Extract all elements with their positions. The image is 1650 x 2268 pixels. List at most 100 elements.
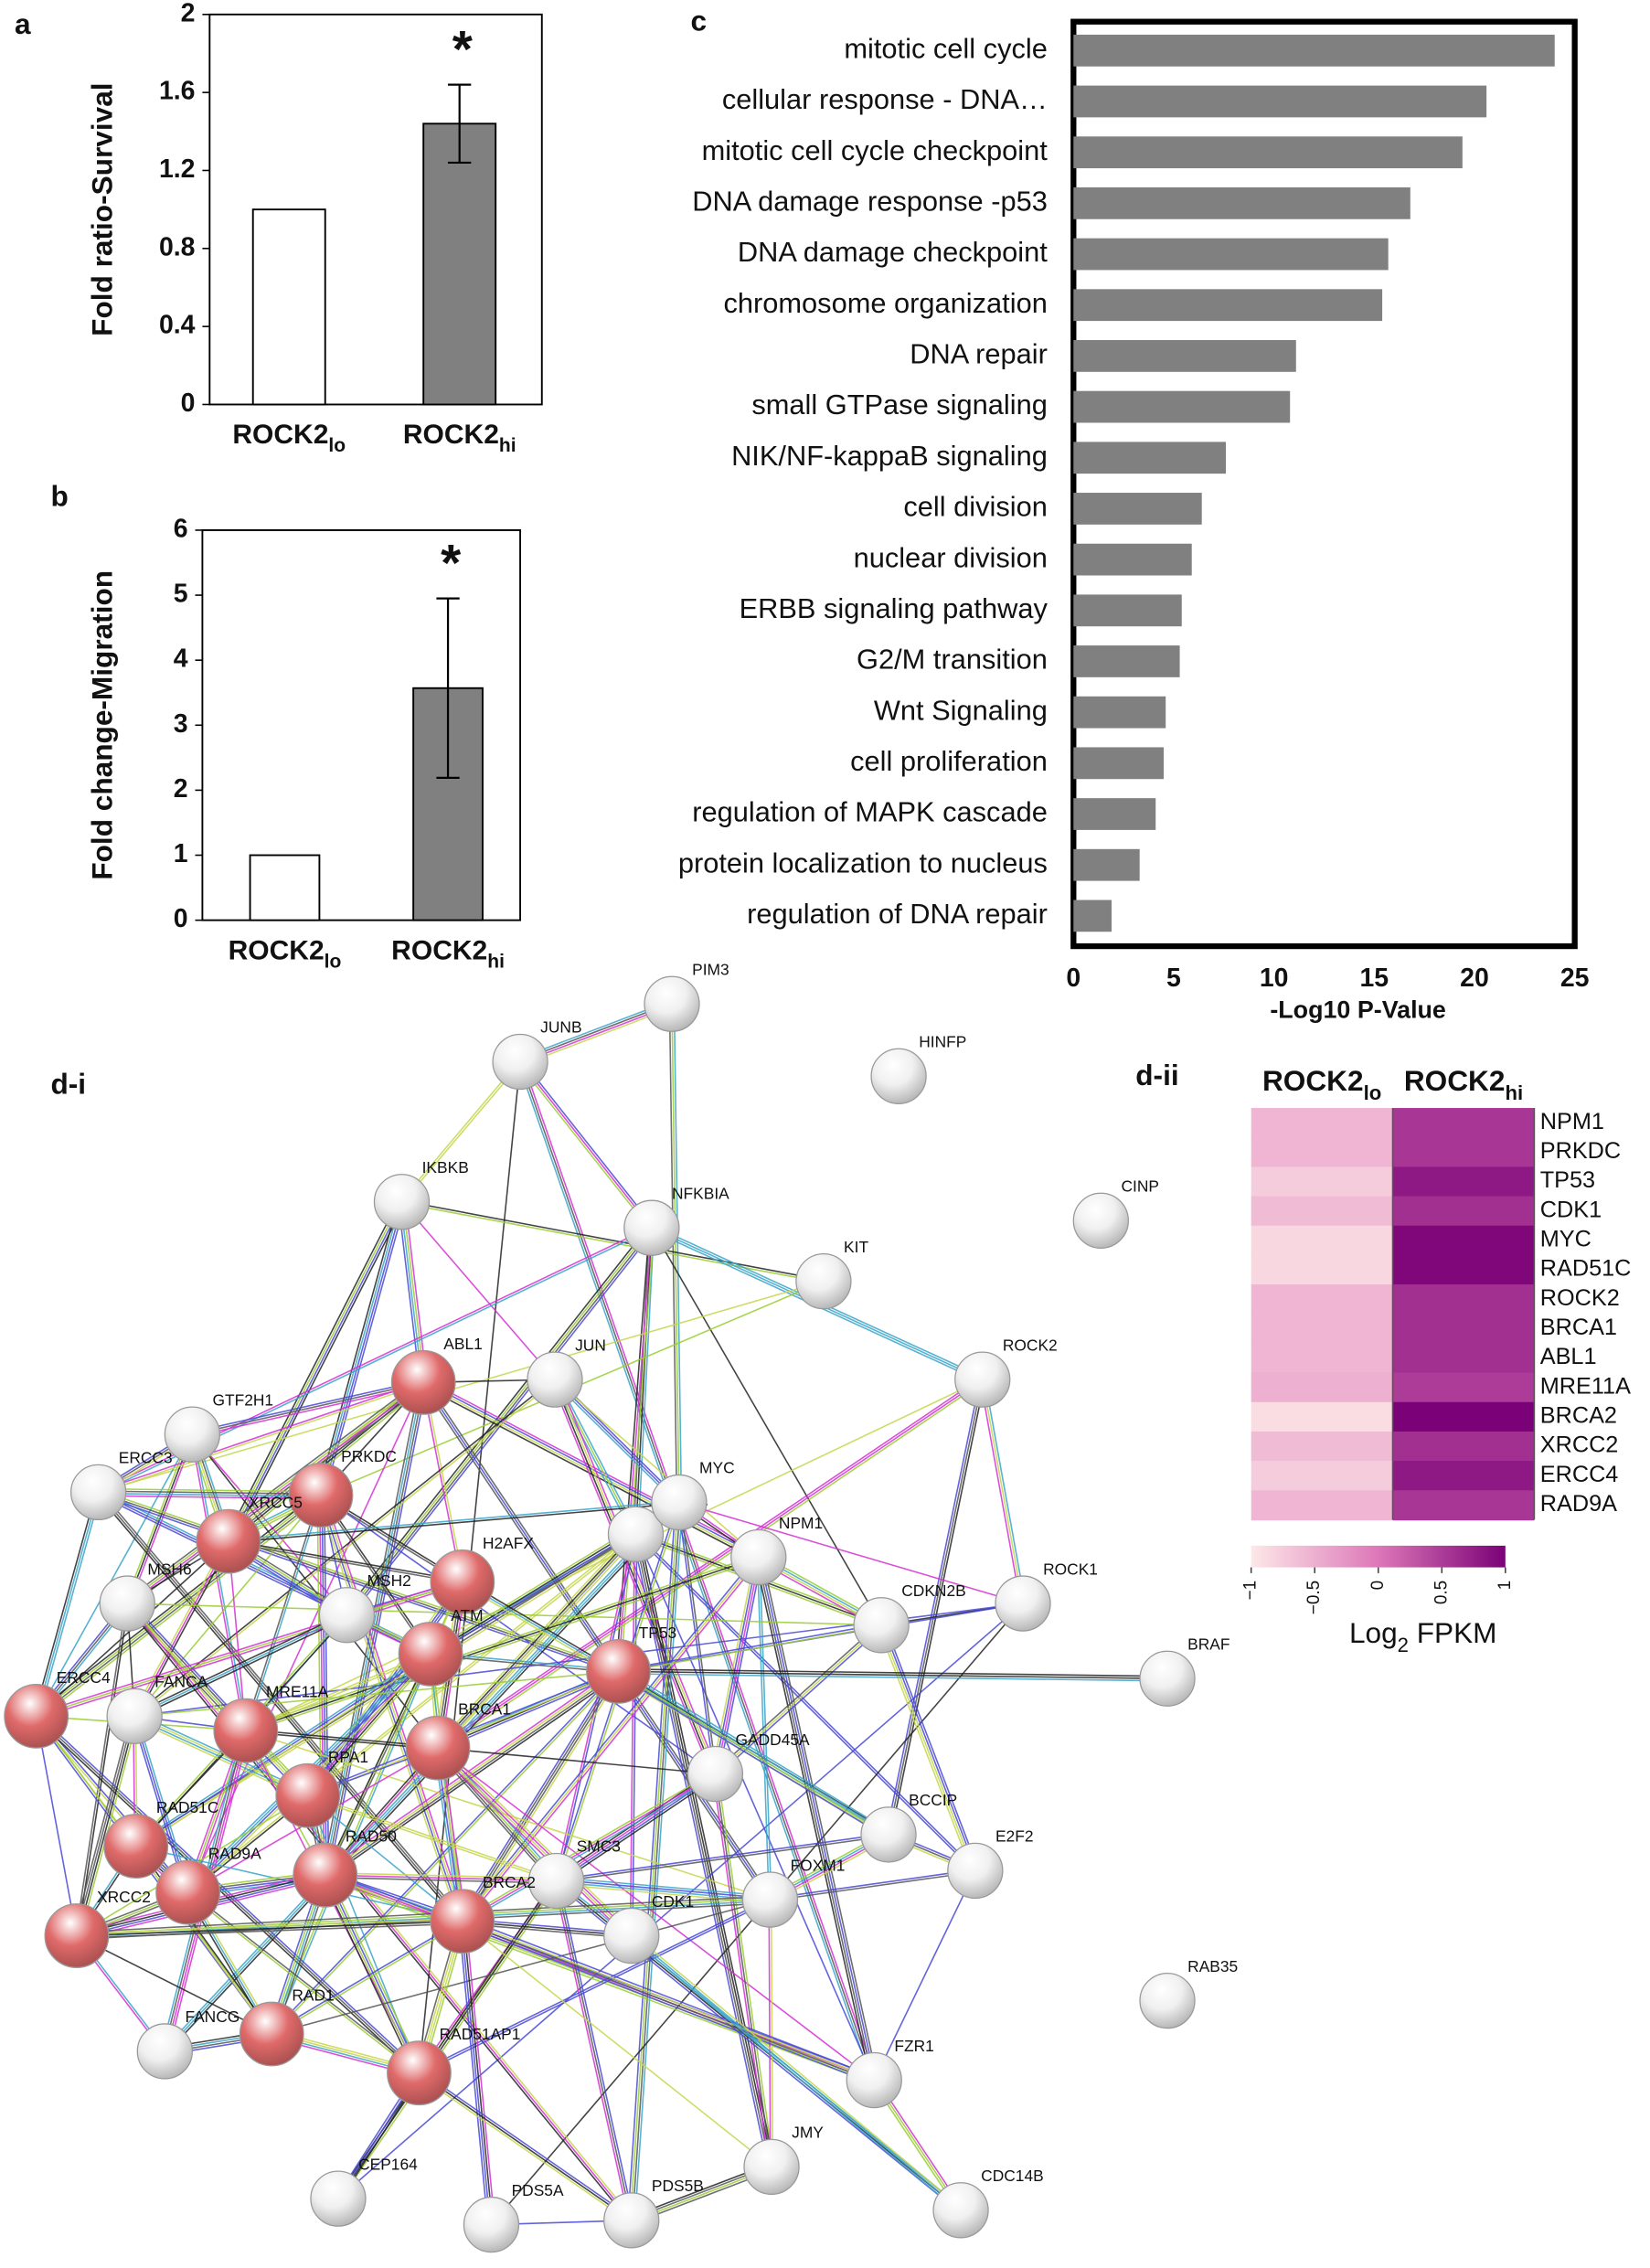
- category-label: chromosome organization: [723, 287, 1047, 319]
- network-node: [373, 1174, 431, 1230]
- y-tick-label: 5: [174, 580, 188, 609]
- edge: [324, 1877, 874, 2084]
- edge: [633, 1534, 772, 2167]
- x-tick-label: ROCK2lo: [232, 420, 346, 456]
- colorbar-tick-label: 1: [1496, 1581, 1515, 1591]
- x-tick-label: 15: [1359, 964, 1389, 993]
- heatmap-cell: [1251, 1343, 1393, 1374]
- edge: [99, 1490, 465, 1921]
- network-node: [4, 1683, 69, 1749]
- edge: [401, 1202, 824, 1283]
- edge: [35, 1492, 100, 1717]
- x-tick-label: 0: [1066, 964, 1080, 993]
- node-label: MYC: [699, 1459, 735, 1477]
- edge: [555, 1880, 633, 2221]
- edge: [417, 2074, 631, 2223]
- bar: [1073, 798, 1156, 830]
- edge: [883, 1624, 980, 1870]
- network-node: [586, 1638, 651, 1704]
- heatmap-cell: [1251, 1401, 1393, 1432]
- network-node: [795, 1253, 852, 1310]
- network-node: [213, 1698, 279, 1763]
- network-node: [846, 2051, 902, 2109]
- category-label: cell division: [903, 491, 1047, 523]
- x-tick-label: 20: [1460, 964, 1489, 993]
- node-label: BRCA2: [483, 1873, 536, 1891]
- edge: [438, 1746, 633, 1936]
- edge: [133, 1378, 555, 1716]
- edge: [228, 1502, 680, 1544]
- y-tick-label: 0.4: [159, 311, 196, 340]
- edge: [555, 1772, 716, 1881]
- category-label: NIK/NF-kappaB signaling: [731, 440, 1048, 472]
- edge: [192, 1381, 424, 1435]
- edge: [460, 1555, 758, 1921]
- edge: [979, 1379, 1022, 1604]
- node-label: GTF2H1: [212, 1390, 273, 1409]
- node-label: MSH2: [367, 1571, 411, 1590]
- edge: [519, 1061, 875, 2081]
- edge: [327, 1873, 423, 2072]
- heatmap-cell: [1251, 1372, 1393, 1403]
- edge: [76, 1920, 463, 1937]
- network-node: [103, 1814, 169, 1879]
- edge: [36, 1495, 323, 1718]
- x-tick-label: ROCK2lo: [229, 935, 342, 972]
- edge: [556, 1378, 639, 1534]
- edge: [437, 1747, 875, 2082]
- node-label: JMY: [792, 2124, 824, 2142]
- edge: [96, 1493, 462, 1923]
- edge: [186, 1892, 420, 2075]
- edge: [462, 1921, 772, 2168]
- network-node: [463, 2196, 520, 2253]
- edge: [319, 1495, 463, 1922]
- node-label: ERCC4: [57, 1668, 111, 1687]
- edge: [438, 1380, 985, 1751]
- edge: [98, 1490, 322, 1496]
- edge: [617, 1671, 889, 1837]
- edge: [307, 1795, 557, 1883]
- edge: [224, 1199, 399, 1540]
- edge: [717, 1773, 775, 2167]
- heatmap-cell: [1392, 1343, 1535, 1374]
- category-label: small GTPase signaling: [751, 389, 1048, 421]
- edge: [715, 1557, 761, 1774]
- edge: [191, 1379, 423, 1433]
- edge: [324, 1669, 619, 1875]
- edge: [618, 1673, 1167, 1682]
- network-node: [430, 1889, 495, 1954]
- node-label: SMC3: [577, 1837, 621, 1856]
- node-label: RPA1: [328, 1748, 368, 1766]
- edge: [325, 1874, 557, 1882]
- network-node: [1139, 1650, 1196, 1707]
- node-label: PRKDC: [341, 1447, 397, 1465]
- edge: [72, 1715, 133, 1935]
- network-node: [870, 1048, 927, 1104]
- node-label: FANCG: [185, 2007, 240, 2026]
- bar: [422, 122, 497, 406]
- bar: [1073, 238, 1389, 271]
- category-label: DNA damage response -p53: [692, 185, 1048, 217]
- edge: [76, 1922, 463, 1939]
- edge: [316, 1496, 461, 1923]
- network-node: [607, 1506, 665, 1562]
- heatmap-cell: [1251, 1108, 1393, 1139]
- edge: [618, 1668, 1168, 1677]
- bar: [1073, 493, 1202, 525]
- edge: [135, 1653, 431, 1847]
- edge: [270, 1669, 619, 2034]
- edge: [124, 1379, 422, 1602]
- bar: [1073, 85, 1487, 118]
- edge: [401, 1199, 825, 1282]
- edge: [888, 1379, 984, 1836]
- edge: [134, 1616, 348, 1720]
- edge: [678, 1501, 1024, 1604]
- edge: [420, 2070, 633, 2220]
- heatmap-cell: [1392, 1108, 1535, 1139]
- edge: [437, 1747, 716, 1775]
- significance-mark: *: [452, 21, 474, 79]
- edge: [556, 1876, 771, 1898]
- edge: [133, 1612, 346, 1715]
- edge: [98, 1491, 463, 1922]
- node-label: FZR1: [894, 2037, 933, 2055]
